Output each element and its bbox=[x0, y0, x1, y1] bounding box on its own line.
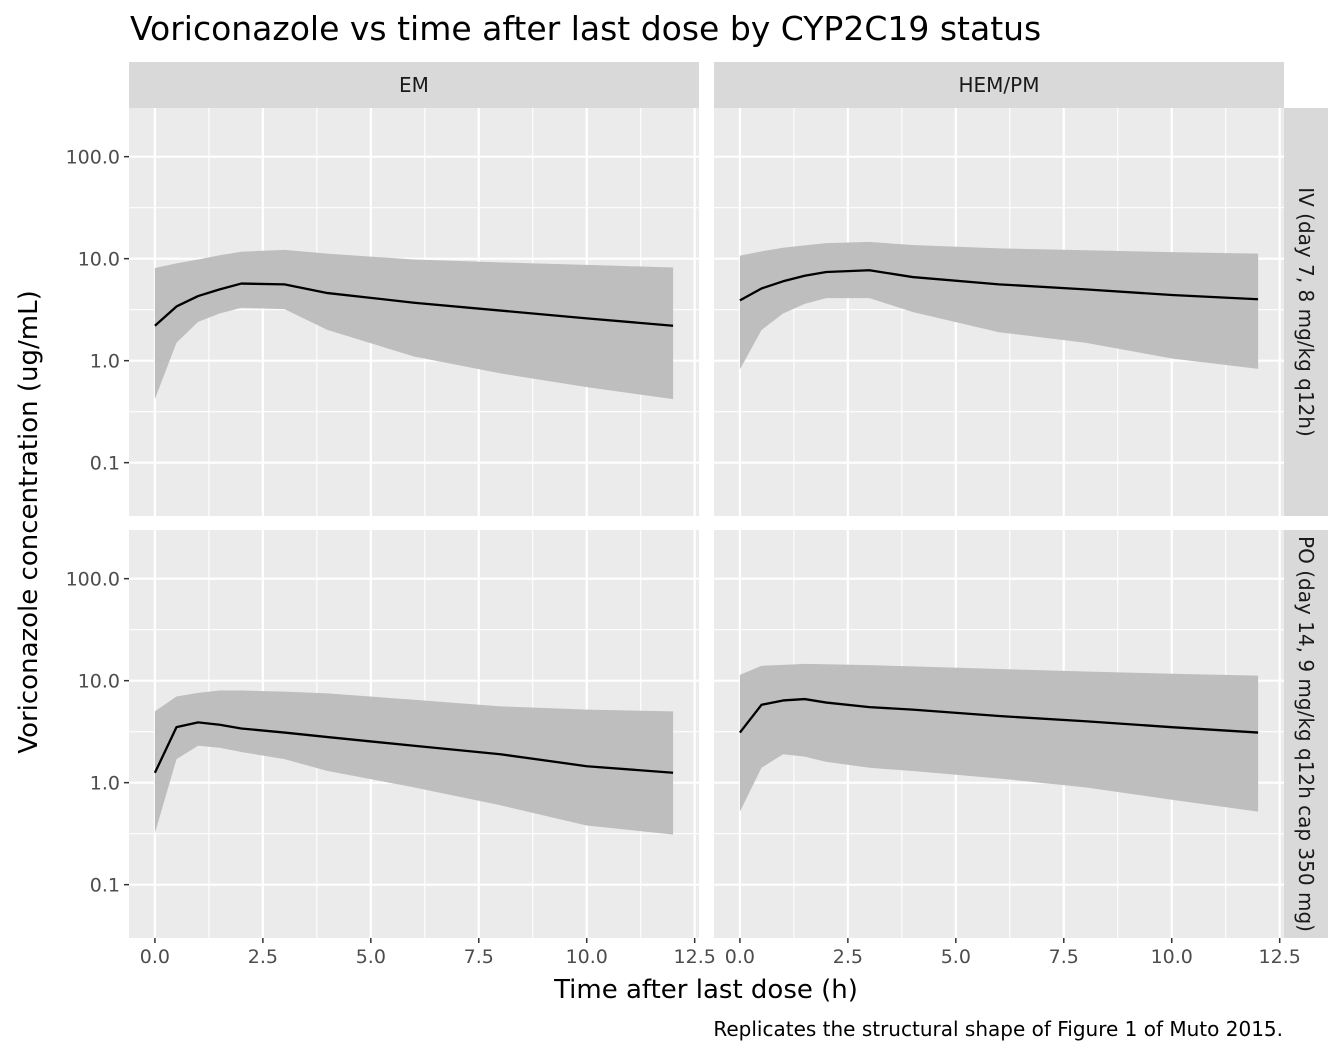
chart-title: Voriconazole vs time after last dose by … bbox=[130, 9, 1041, 48]
prediction-interval-ribbon bbox=[739, 663, 1259, 812]
facet-strip-column-label: HEM/PM bbox=[959, 73, 1040, 97]
facet-panel bbox=[714, 530, 1284, 938]
x-axis-tick-label: 10.0 bbox=[566, 946, 608, 968]
x-axis-tick-label: 5.0 bbox=[356, 946, 386, 968]
x-axis-tick-label: 7.5 bbox=[1049, 946, 1079, 968]
median-line bbox=[154, 282, 674, 327]
facet-strip-row-label-group: PO (day 14, 9 mg/kg q12h cap 350 mg) bbox=[1294, 536, 1318, 932]
y-axis-tick-label: 1.0 bbox=[90, 351, 120, 373]
facet-strip-row-label: PO (day 14, 9 mg/kg q12h cap 350 mg) bbox=[1294, 536, 1318, 932]
facet-panel bbox=[129, 108, 699, 516]
x-axis-tick-label: 0.0 bbox=[725, 946, 755, 968]
x-axis-tick-label: 12.5 bbox=[1259, 946, 1301, 968]
chart-caption: Replicates the structural shape of Figur… bbox=[713, 1017, 1283, 1041]
facet-strip-column-label: EM bbox=[399, 73, 429, 97]
x-axis-title: Time after last dose (h) bbox=[553, 975, 858, 1005]
x-axis-tick-label: 0.0 bbox=[140, 946, 170, 968]
prediction-interval-ribbon bbox=[154, 249, 674, 400]
y-axis-tick-label: 100.0 bbox=[66, 147, 120, 169]
panels-layer: EM HEM/PM IV (day 7, 8 mg/kg q12h) PO (day … bbox=[66, 62, 1328, 968]
x-axis-tick-label: 2.5 bbox=[248, 946, 278, 968]
facet-panel bbox=[714, 108, 1284, 516]
facet-panel bbox=[129, 530, 699, 938]
median-line bbox=[153, 721, 674, 774]
facet-strip-row-label-group: IV (day 7, 8 mg/kg q12h) bbox=[1294, 187, 1318, 437]
prediction-interval-ribbon bbox=[739, 241, 1259, 370]
x-axis-tick-label: 10.0 bbox=[1151, 946, 1193, 968]
median-line bbox=[739, 269, 1259, 302]
facet-strip-row-label: IV (day 7, 8 mg/kg q12h) bbox=[1294, 187, 1318, 437]
facet-strip-column bbox=[129, 62, 699, 108]
x-axis-tick-label: 12.5 bbox=[674, 946, 716, 968]
y-axis-tick-label: 1.0 bbox=[90, 773, 120, 795]
x-axis-tick-label: 2.5 bbox=[833, 946, 863, 968]
facet-strip-row bbox=[1284, 108, 1328, 516]
facet-strip-column bbox=[714, 62, 1284, 108]
x-axis-tick-label: 7.5 bbox=[464, 946, 494, 968]
y-axis-tick-label: 10.0 bbox=[78, 671, 120, 693]
y-axis-tick-label: 0.1 bbox=[90, 453, 120, 475]
x-axis-tick-label: 5.0 bbox=[941, 946, 971, 968]
y-axis-tick-label: 0.1 bbox=[90, 875, 120, 897]
y-axis-title: Voriconazole concentration (ug/mL) bbox=[14, 290, 44, 753]
y-axis-tick-label: 100.0 bbox=[66, 569, 120, 591]
facet-strip-row bbox=[1284, 530, 1328, 938]
prediction-interval-ribbon bbox=[154, 690, 674, 835]
y-axis-tick-label: 10.0 bbox=[78, 249, 120, 271]
median-line bbox=[739, 697, 1259, 734]
